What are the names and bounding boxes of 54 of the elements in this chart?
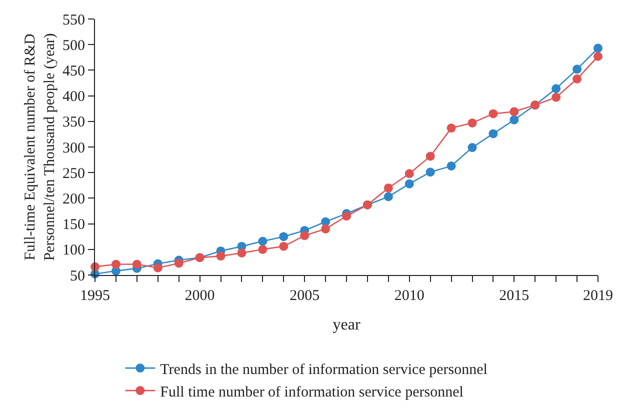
point: [426, 152, 435, 161]
y-tick-label: 200: [62, 191, 85, 208]
point: [488, 129, 498, 138]
y-tick-label: 400: [62, 89, 85, 106]
point: [404, 169, 414, 178]
point: [384, 183, 393, 192]
x-tick-label: 1995: [80, 288, 110, 304]
point: [426, 168, 435, 177]
y-tick-label: 350: [62, 114, 85, 131]
x-tick-label: 2015: [499, 288, 530, 304]
point: [510, 115, 519, 124]
x-tick-label: 2019: [583, 288, 613, 304]
y-tick-label: 150: [62, 217, 85, 234]
y-tick-label: 550: [62, 12, 85, 28]
point: [488, 109, 498, 118]
point: [300, 231, 310, 240]
y-axis-title: Full-time Equivalent number of R&D Personnel/ten Thousand people (year): [22, 33, 58, 261]
y-tick-label: 50: [70, 268, 85, 284]
point: [279, 242, 288, 251]
point: [153, 263, 162, 272]
point: [404, 179, 414, 188]
point: [342, 212, 351, 221]
x-tick-label: 2000: [184, 288, 215, 304]
point: [510, 107, 519, 116]
legend-label: Full time number of information service personnel: [160, 384, 464, 400]
x-tick-label: 2005: [290, 288, 320, 304]
point: [446, 161, 456, 170]
point: [594, 44, 602, 53]
point: [572, 64, 582, 74]
x-axis-title: year: [332, 316, 361, 334]
point: [174, 258, 184, 268]
y-tick-label: 500: [62, 38, 85, 54]
x-tick-label: 2010: [394, 288, 424, 304]
point: [552, 84, 561, 94]
point: [446, 124, 456, 133]
point: [237, 248, 246, 258]
point: [279, 232, 288, 242]
point: [111, 260, 120, 269]
y-tick-label: 300: [62, 140, 85, 156]
y-tick-label: 450: [62, 63, 85, 80]
y-tick-label: 250: [62, 166, 85, 182]
y-tick-label: 100: [62, 242, 85, 259]
point: [468, 143, 477, 152]
point: [258, 244, 268, 254]
point: [594, 52, 602, 61]
point: [572, 74, 582, 84]
point: [552, 92, 561, 102]
point: [384, 192, 393, 202]
point: [468, 118, 477, 128]
point: [258, 236, 268, 246]
point: [321, 224, 330, 234]
point: [216, 252, 226, 261]
point: [132, 260, 142, 269]
legend-label: Trends in the number of information service personnel: [160, 362, 488, 378]
